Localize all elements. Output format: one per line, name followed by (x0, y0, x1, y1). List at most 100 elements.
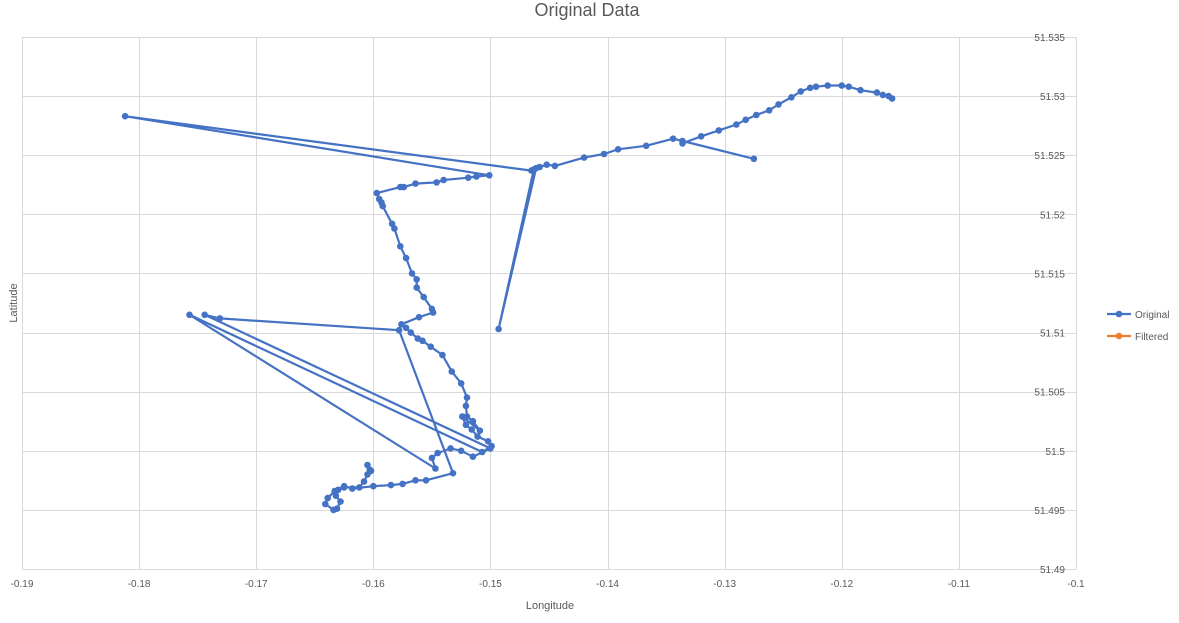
data-point (439, 351, 446, 359)
data-point (797, 88, 805, 95)
x-tick-label: -0.15 (479, 579, 502, 590)
data-point (333, 505, 341, 512)
data-point (474, 433, 481, 440)
y-tick-label: 51.535 (1034, 33, 1065, 44)
data-point (402, 254, 410, 262)
data-point (412, 477, 419, 484)
legend: Original Filtered (1107, 310, 1169, 343)
data-point (415, 313, 423, 321)
legend-label: Filtered (1135, 332, 1168, 343)
series-original-1 (679, 82, 896, 147)
data-point (528, 167, 535, 174)
data-point (742, 116, 749, 124)
data-point (408, 270, 416, 277)
data-point (395, 326, 403, 334)
data-point (332, 492, 340, 500)
data-point (397, 183, 404, 191)
data-point (322, 500, 329, 508)
legend-swatch-marker (1115, 332, 1123, 340)
x-tick-label: -0.16 (362, 579, 385, 590)
data-point (838, 82, 846, 89)
data-point (121, 112, 129, 120)
x-tick-label: -0.1 (1067, 579, 1085, 590)
legend-swatch-marker (1115, 310, 1123, 318)
data-point (788, 94, 795, 101)
series-line (682, 84, 893, 145)
data-point (432, 465, 439, 472)
data-point (201, 311, 208, 319)
data-point (379, 202, 387, 210)
data-point (879, 91, 887, 99)
data-point (420, 293, 428, 301)
data-point (412, 180, 419, 187)
y-tick-label: 51.5 (1046, 447, 1066, 458)
data-point (360, 478, 368, 485)
data-point (845, 83, 853, 90)
data-point (697, 133, 705, 140)
data-point (449, 469, 457, 477)
grid-lines (22, 37, 1077, 570)
data-point (812, 83, 820, 90)
x-tick-label: -0.17 (245, 579, 268, 590)
y-tick-label: 51.52 (1040, 210, 1065, 221)
data-point (324, 494, 332, 502)
data-point (391, 225, 398, 232)
x-axis-title: Longitude (526, 600, 574, 612)
x-tick-label: -0.14 (596, 579, 619, 590)
y-tick-label: 51.49 (1040, 565, 1065, 576)
data-point (462, 421, 470, 429)
data-point (463, 413, 471, 420)
data-point (487, 445, 494, 452)
x-tick-label: -0.19 (11, 579, 34, 590)
data-point (750, 155, 758, 163)
data-point (422, 477, 430, 484)
y-tick-label: 51.495 (1034, 506, 1065, 517)
data-point (486, 172, 493, 179)
x-tick-label: -0.18 (128, 579, 151, 590)
data-series (121, 82, 896, 514)
y-tick-label: 51.53 (1040, 92, 1065, 103)
data-point (753, 111, 760, 119)
data-point (614, 146, 622, 153)
x-tick-label: -0.11 (948, 579, 970, 590)
y-tick-label: 51.505 (1034, 388, 1065, 399)
data-point (457, 380, 465, 387)
y-tick-label: 51.515 (1034, 269, 1065, 280)
chart-title: Original Data (534, 0, 640, 20)
data-point (407, 329, 415, 336)
data-point (429, 309, 437, 316)
data-point (459, 413, 466, 420)
legend-item-original: Original (1107, 310, 1169, 321)
data-point (715, 127, 723, 134)
y-tick-label: 51.525 (1034, 151, 1065, 162)
data-point (457, 447, 465, 455)
data-point (824, 82, 831, 89)
data-point (334, 486, 342, 494)
data-point (340, 484, 348, 491)
data-point (733, 121, 740, 128)
data-point (398, 321, 405, 328)
data-point (543, 161, 550, 168)
data-point (469, 417, 477, 425)
data-point (464, 174, 472, 181)
tick-labels: -0.19 -0.18 -0.17 -0.16 -0.15 -0.14 -0.13 -0.12… (11, 33, 1085, 590)
data-point (364, 461, 371, 469)
x-tick-label: -0.12 (830, 579, 853, 590)
data-point (476, 427, 484, 435)
data-point (370, 482, 377, 490)
legend-item-filtered: Filtered (1107, 332, 1168, 343)
data-point (349, 485, 356, 492)
data-point (373, 189, 381, 197)
data-point (775, 101, 782, 108)
data-point (356, 484, 363, 491)
data-point (463, 394, 471, 401)
data-point (448, 368, 456, 375)
data-point (337, 498, 344, 505)
data-point (873, 89, 881, 96)
data-point (495, 325, 502, 333)
data-point (367, 467, 375, 475)
data-point (434, 449, 442, 457)
x-tick-label: -0.13 (713, 579, 736, 590)
data-point (551, 162, 559, 170)
